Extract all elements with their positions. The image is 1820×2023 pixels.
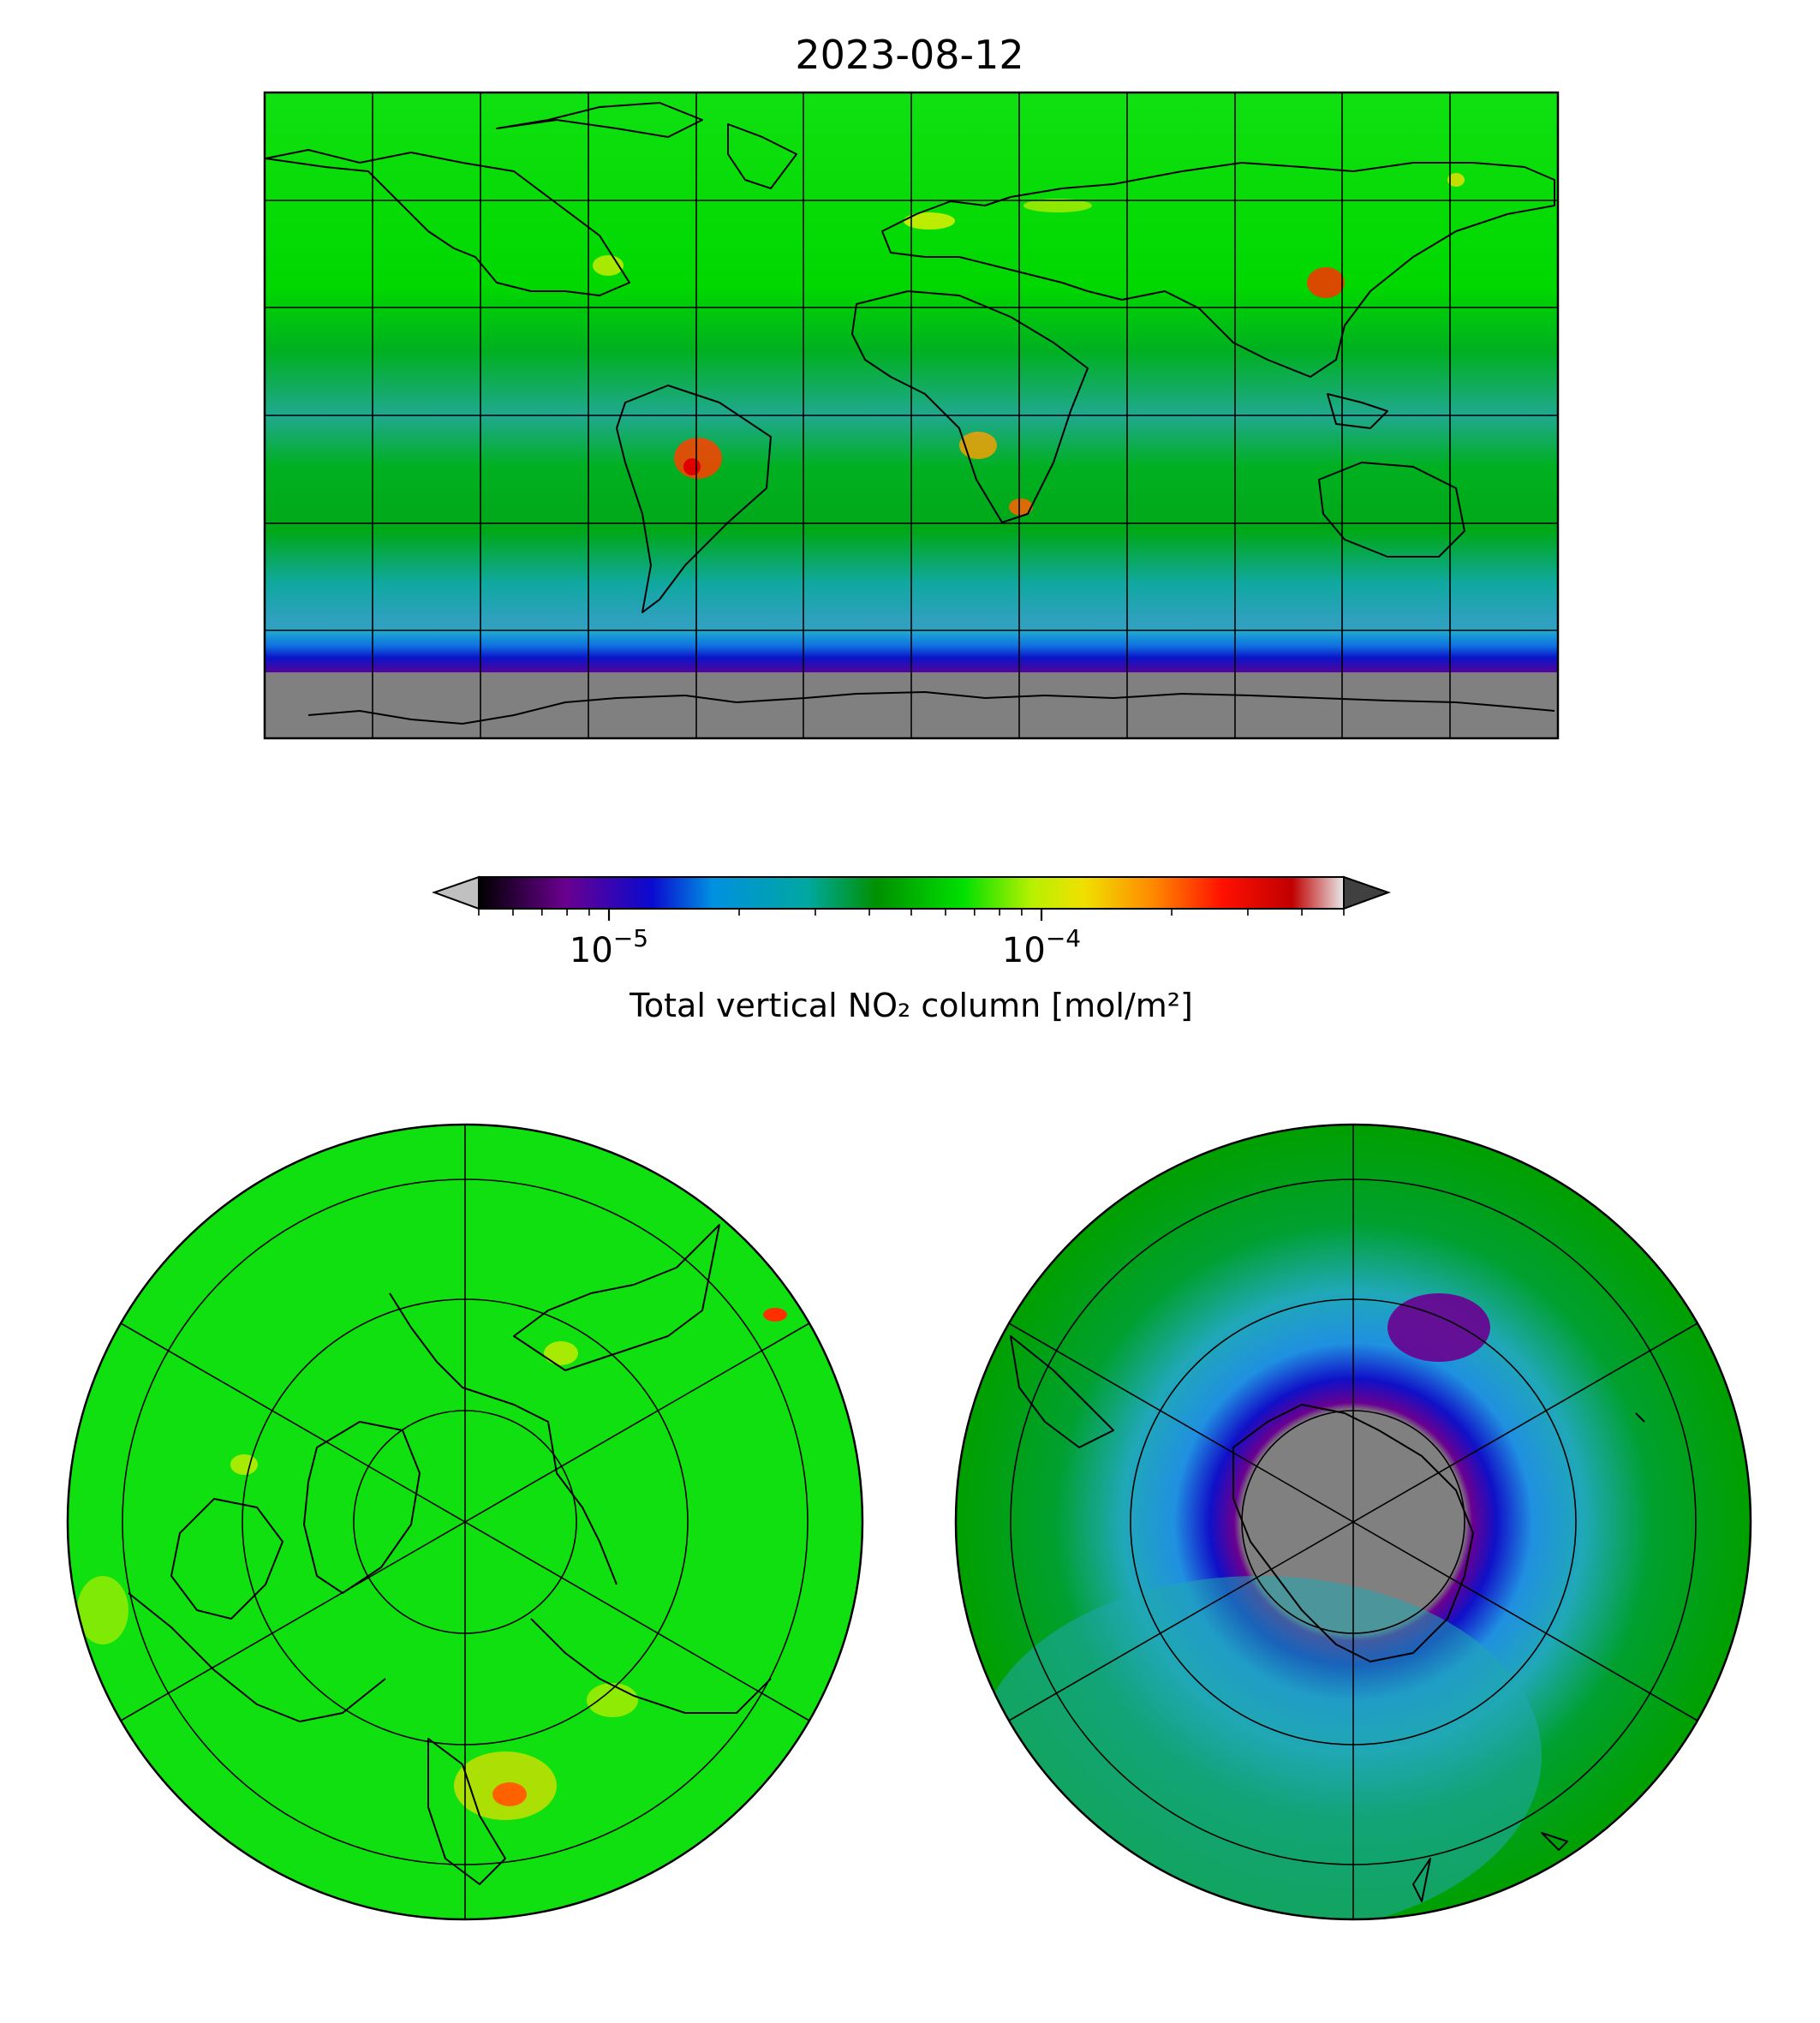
colorbar: 10−5 10−4 Total vertical NO₂ column [mol/… xyxy=(432,875,1391,1024)
colorbar-under-extension xyxy=(432,875,480,910)
south-graticule xyxy=(1008,1125,1698,1919)
global-map xyxy=(263,91,1560,740)
global-map-frame xyxy=(263,91,1560,740)
colorbar-tick-exponent: −5 xyxy=(613,924,648,952)
colorbar-tick-label: 10−5 xyxy=(570,924,648,970)
south-polar-frame xyxy=(954,1123,1752,1921)
colorbar-gradient xyxy=(478,876,1345,910)
north-polar-map xyxy=(66,1123,864,1921)
colorbar-tick-base: 10 xyxy=(570,931,613,970)
colorbar-label: Total vertical NO₂ column [mol/m²] xyxy=(629,987,1193,1024)
colorbar-tick-exponent: −4 xyxy=(1046,924,1081,952)
north-graticule xyxy=(120,1125,810,1919)
colorbar-ticks: 10−5 10−4 xyxy=(478,909,1345,970)
global-graticule xyxy=(265,92,1558,738)
colorbar-over-extension xyxy=(1343,875,1391,910)
north-polar-frame xyxy=(66,1123,864,1921)
south-polar-map xyxy=(954,1123,1752,1921)
colorbar-tick-base: 10 xyxy=(1002,931,1046,970)
colorbar-tick-label: 10−4 xyxy=(1002,924,1081,970)
figure-title: 2023-08-12 xyxy=(795,32,1023,78)
